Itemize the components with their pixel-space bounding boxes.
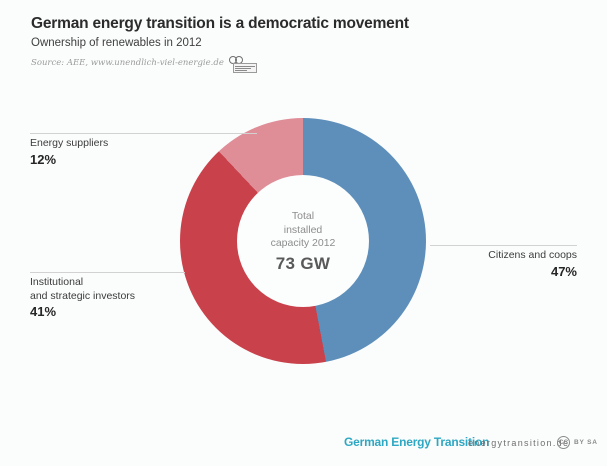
aee-logo-icon xyxy=(228,56,263,74)
center-label-line3: capacity 2012 xyxy=(270,237,336,249)
slice-label-citizens: Citizens and coops 47% xyxy=(488,249,577,280)
donut-hole xyxy=(237,175,369,307)
source-row: Source: AEE, www.unendlich-viel-energie.… xyxy=(31,56,263,74)
donut-chart: Total installed capacity 2012 73 GW xyxy=(180,118,426,364)
slice-name-line2: and strategic investors xyxy=(30,289,136,302)
slice-percentage: 41% xyxy=(30,304,57,319)
slice-name-line1: Institutional xyxy=(30,276,84,288)
slice-name: Energy suppliers xyxy=(30,137,109,149)
page-subtitle: Ownership of renewables in 2012 xyxy=(31,37,202,49)
leader-line-citizens xyxy=(430,245,577,246)
footer-site-url: energytransition.de xyxy=(468,438,570,448)
slice-percentage: 47% xyxy=(550,263,577,279)
center-label-value: 73 GW xyxy=(275,253,331,273)
donut-center-label: Total installed capacity 2012 73 GW xyxy=(180,210,426,274)
slice-label-energy-suppliers: Energy suppliers 12% xyxy=(30,137,108,168)
footer-brand: German Energy Transition xyxy=(344,435,490,449)
slice-percentage: 12% xyxy=(30,151,57,167)
center-label-line1: Total xyxy=(291,210,315,222)
cc-icon: CC xyxy=(557,436,570,449)
slice-label-institutional: Institutional and strategic investors 41… xyxy=(30,276,135,320)
leader-line-energy-suppliers xyxy=(30,133,257,134)
source-text: Source: AEE, www.unendlich-viel-energie.… xyxy=(31,58,224,68)
cc-license-terms: BY SA xyxy=(574,439,598,446)
cc-license-badge: CC BY SA xyxy=(557,436,598,449)
center-label-line2: installed xyxy=(283,223,323,236)
page-title: German energy transition is a democratic… xyxy=(31,15,409,32)
slice-name: Citizens and coops xyxy=(488,249,577,261)
leader-line-institutional xyxy=(30,272,185,273)
